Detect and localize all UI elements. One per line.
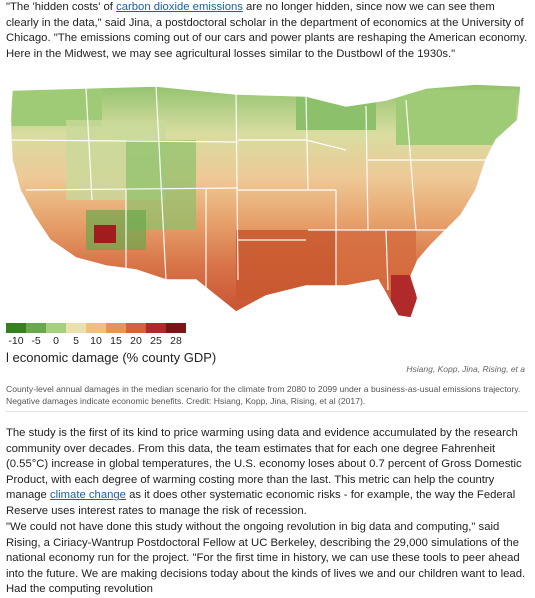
caption-divider [6,411,528,412]
article-page: "The 'hidden costs' of carbon dioxide em… [6,0,528,595]
legend-tick-labels: -10 -5 0 5 10 15 20 25 28 [6,333,206,347]
legend-tick-label: 20 [130,335,142,347]
legend-swatch [46,323,66,333]
legend-swatch [66,323,86,333]
legend-swatch [26,323,46,333]
legend-tick-label: -5 [31,335,41,347]
p1-text-start: "The 'hidden costs' of [6,1,117,13]
legend-color-bar [6,323,206,333]
legend-swatch [126,323,146,333]
legend-tick-label: 0 [53,335,59,347]
color-legend: -10 -5 0 5 10 15 20 25 28 [6,323,206,347]
figure-caption: County-level annual damages in the media… [6,384,521,406]
legend-tick-label: -10 [8,335,24,347]
carbon-dioxide-emissions-link[interactable]: carbon dioxide emissions [116,1,243,13]
p2-text-start: The study is the first of its kind to pr… [6,427,522,502]
legend-tick-label: 5 [73,335,79,347]
image-credit: Hsiang, Kopp, Jina, Rising, et a [406,364,525,374]
legend-swatch [106,323,126,333]
legend-swatch [146,323,166,333]
legend-tick-label: 15 [110,335,122,347]
legend-swatch [166,323,186,333]
legend-tick-label: 25 [150,335,162,347]
quote-paragraph-3: "We could not have done this study witho… [6,521,526,596]
climate-change-link[interactable]: climate change [49,489,126,502]
legend-swatch [6,323,26,333]
p1-text-end: are no longer hidden, since now we can s… [6,1,528,60]
legend-tick-label: 28 [170,335,182,347]
us-county-damage-map [9,83,522,319]
p2-text-end: as it does other systematic economic ris… [6,489,516,517]
study-paragraph: The study is the first of its kind to pr… [6,426,528,520]
legend-swatch [86,323,106,333]
quote-paragraph-1: "The 'hidden costs' of carbon dioxide em… [6,0,528,62]
legend-title: l economic damage (% county GDP) [6,350,217,365]
legend-tick-label: 10 [90,335,102,347]
